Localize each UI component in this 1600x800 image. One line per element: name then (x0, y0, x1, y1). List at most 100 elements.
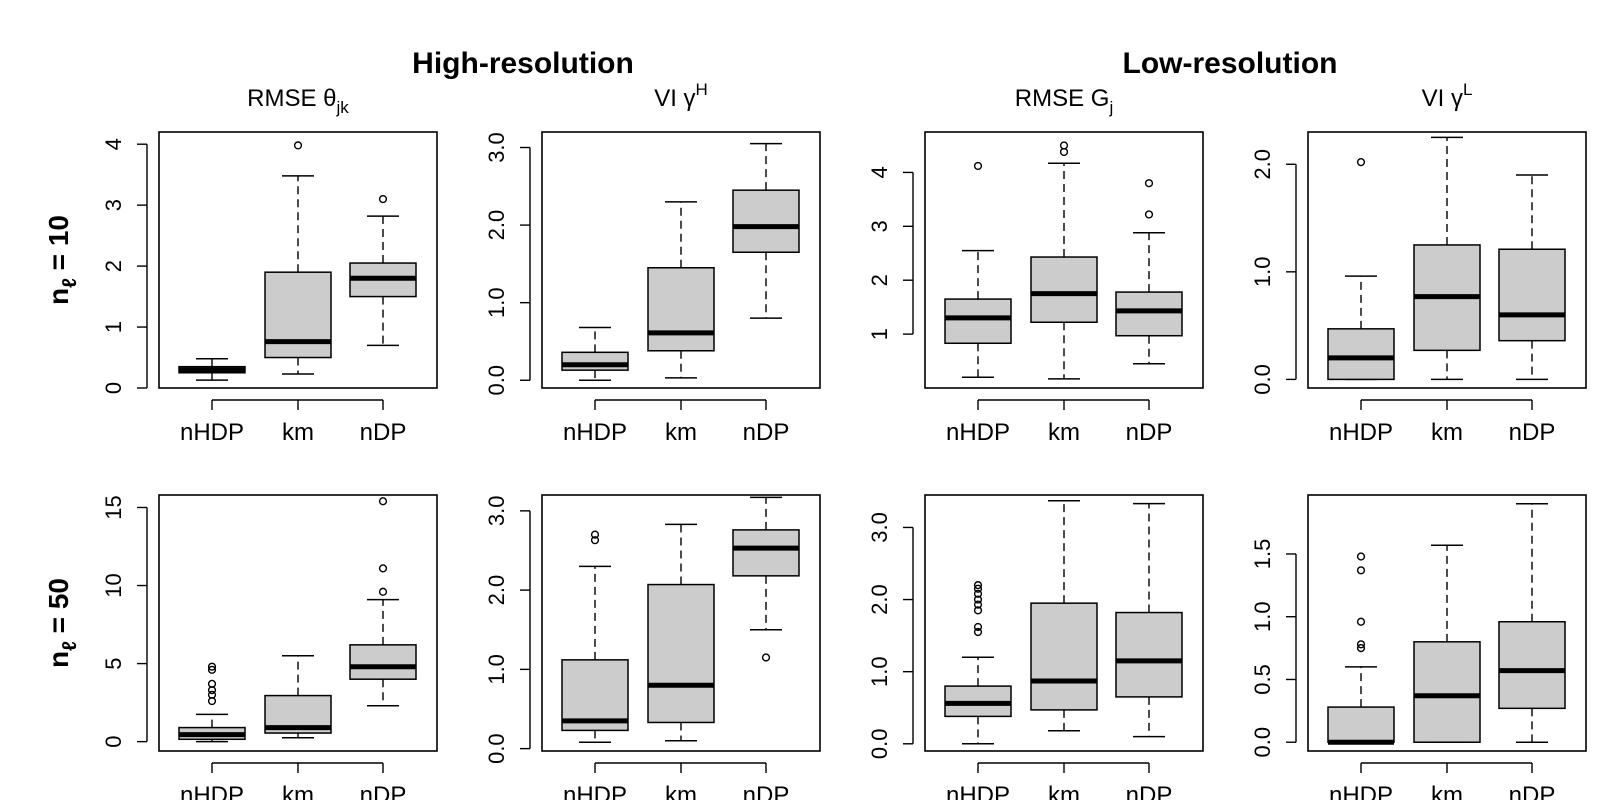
box-nDP (349, 194, 417, 347)
x-tick-label-nHDP: nHDP (946, 782, 1010, 800)
outlier-point (1356, 552, 1366, 561)
iqr-box (647, 583, 715, 724)
x-axis: nHDP km nDP (1329, 399, 1555, 446)
x-tick-label-km: km (665, 782, 697, 800)
y-tick-label: 3 (101, 199, 126, 211)
outlier-point (1144, 210, 1154, 219)
iqr-box (561, 351, 629, 371)
iqr-box (732, 529, 800, 577)
box-km (647, 201, 715, 379)
outlier-point (973, 595, 983, 604)
box-nDP (732, 142, 800, 319)
outlier-point (207, 665, 217, 674)
y-tick-label: 1 (867, 328, 892, 340)
y-tick-label: 1.0 (867, 656, 892, 687)
plot-frame (1307, 494, 1587, 752)
x-tick-label-nHDP: nHDP (563, 419, 627, 446)
y-tick-label: 5 (101, 657, 126, 669)
y-tick-label: 1.0 (1250, 257, 1275, 288)
outlier-point (590, 536, 600, 545)
x-tick-label-nDP: nDP (743, 419, 790, 446)
panel-2-2: 0.0 1.0 2.0 3.0 nHDP km nDP (484, 494, 821, 800)
x-axis: nHDP km nDP (180, 762, 407, 800)
iqr-box (647, 267, 715, 352)
box-km (1030, 141, 1098, 380)
y-axis: 0 5 10 15 (101, 495, 148, 748)
y-tick-label: 2 (101, 260, 126, 272)
panel-title: VI γL (1422, 80, 1473, 112)
outlier-point (1356, 566, 1366, 575)
y-axis: 0.0 0.5 1.0 1.5 (1250, 539, 1297, 758)
outlier-point (207, 662, 217, 671)
x-axis: nHDP km nDP (946, 762, 1173, 800)
iqr-box (1498, 620, 1566, 710)
y-tick-label: 1.0 (484, 654, 509, 685)
y-tick-label: 0.0 (1250, 364, 1275, 395)
panel-title: VI γH (654, 80, 708, 112)
x-tick-label-km: km (665, 419, 697, 446)
iqr-box (732, 189, 800, 253)
iqr-box (1327, 706, 1395, 743)
y-tick-label: 2.0 (484, 210, 509, 241)
plot-frame (924, 131, 1204, 389)
box-nHDP (178, 357, 246, 381)
panel-1-2: VI γH 0.0 1.0 2.0 3.0 nHDP km nDP (484, 80, 821, 446)
y-tick-label: 2 (867, 274, 892, 286)
outlier-point (973, 627, 983, 637)
x-tick-label-nHDP: nHDP (1329, 782, 1393, 800)
y-tick-label: 0.0 (1250, 727, 1275, 758)
y-tick-label: 0 (101, 736, 126, 748)
box-km (647, 523, 715, 742)
plot-frame (541, 131, 821, 389)
box-nHDP (561, 530, 629, 744)
x-tick-label-km: km (1048, 782, 1080, 800)
plot-frame (924, 494, 1204, 752)
x-tick-label-km: km (282, 419, 314, 446)
outlier-point (1356, 617, 1366, 626)
box-nDP (1115, 179, 1183, 365)
outlier-point (1356, 158, 1366, 167)
panel-2-1: 0 5 10 15 nHDP km nDP (101, 494, 438, 800)
x-tick-label-km: km (1048, 419, 1080, 446)
iqr-box (264, 271, 332, 359)
outlier-point (973, 622, 983, 632)
x-axis: nHDP km nDP (946, 399, 1172, 446)
x-tick-label-nDP: nDP (360, 782, 407, 800)
box-km (1413, 544, 1481, 743)
box-nHDP (561, 326, 629, 381)
y-axis: 0.0 1.0 2.0 3.0 (484, 132, 531, 396)
outlier-point (378, 194, 388, 204)
outlier-point (378, 497, 388, 506)
outlier-point (590, 530, 600, 539)
outlier-point (1059, 141, 1069, 150)
plot-frame (158, 494, 438, 752)
y-tick-label: 0.5 (1250, 664, 1275, 695)
box-nHDP (1327, 158, 1395, 381)
y-tick-label: 10 (101, 573, 126, 597)
iqr-box (349, 644, 417, 680)
plot-frame (158, 131, 438, 389)
outlier-point (207, 679, 217, 688)
outlier-point (378, 587, 388, 596)
y-tick-label: 1 (101, 321, 126, 333)
box-nHDP (178, 662, 246, 743)
iqr-box (1327, 328, 1395, 381)
outlier-point (973, 600, 983, 609)
outlier-point (207, 690, 217, 699)
y-tick-label: 1.0 (1250, 601, 1275, 632)
outlier-point (1356, 643, 1366, 653)
x-tick-label-nDP: nDP (1126, 782, 1173, 800)
panel-title: RMSE θjk (247, 85, 349, 117)
iqr-box (1030, 256, 1098, 323)
plot-frame (541, 494, 821, 752)
x-tick-label-km: km (282, 782, 314, 800)
y-tick-label: 3.0 (484, 496, 509, 527)
box-km (264, 141, 332, 375)
x-axis: nHDP km nDP (1329, 762, 1555, 800)
outlier-point (1356, 640, 1366, 649)
y-tick-label: 2.0 (1250, 149, 1275, 180)
y-tick-label: 2.0 (484, 575, 509, 606)
x-tick-label-km: km (1431, 419, 1463, 446)
x-tick-label-nHDP: nHDP (946, 419, 1010, 446)
group-title-high: High-resolution (412, 47, 634, 80)
